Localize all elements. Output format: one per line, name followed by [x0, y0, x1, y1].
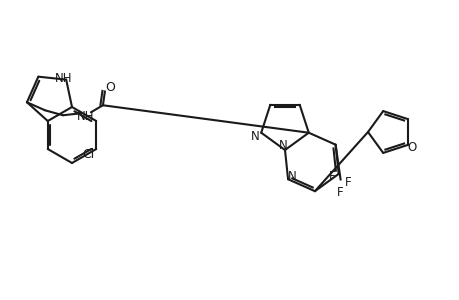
Text: O: O	[406, 141, 415, 154]
Text: N: N	[250, 130, 259, 143]
Text: NH: NH	[77, 110, 95, 123]
Text: F: F	[345, 176, 351, 189]
Text: F: F	[336, 186, 343, 199]
Text: Cl: Cl	[82, 148, 94, 160]
Text: N: N	[287, 170, 296, 183]
Text: O: O	[105, 81, 115, 94]
Text: NH: NH	[54, 72, 72, 85]
Text: F: F	[329, 170, 335, 183]
Text: N: N	[278, 139, 287, 152]
